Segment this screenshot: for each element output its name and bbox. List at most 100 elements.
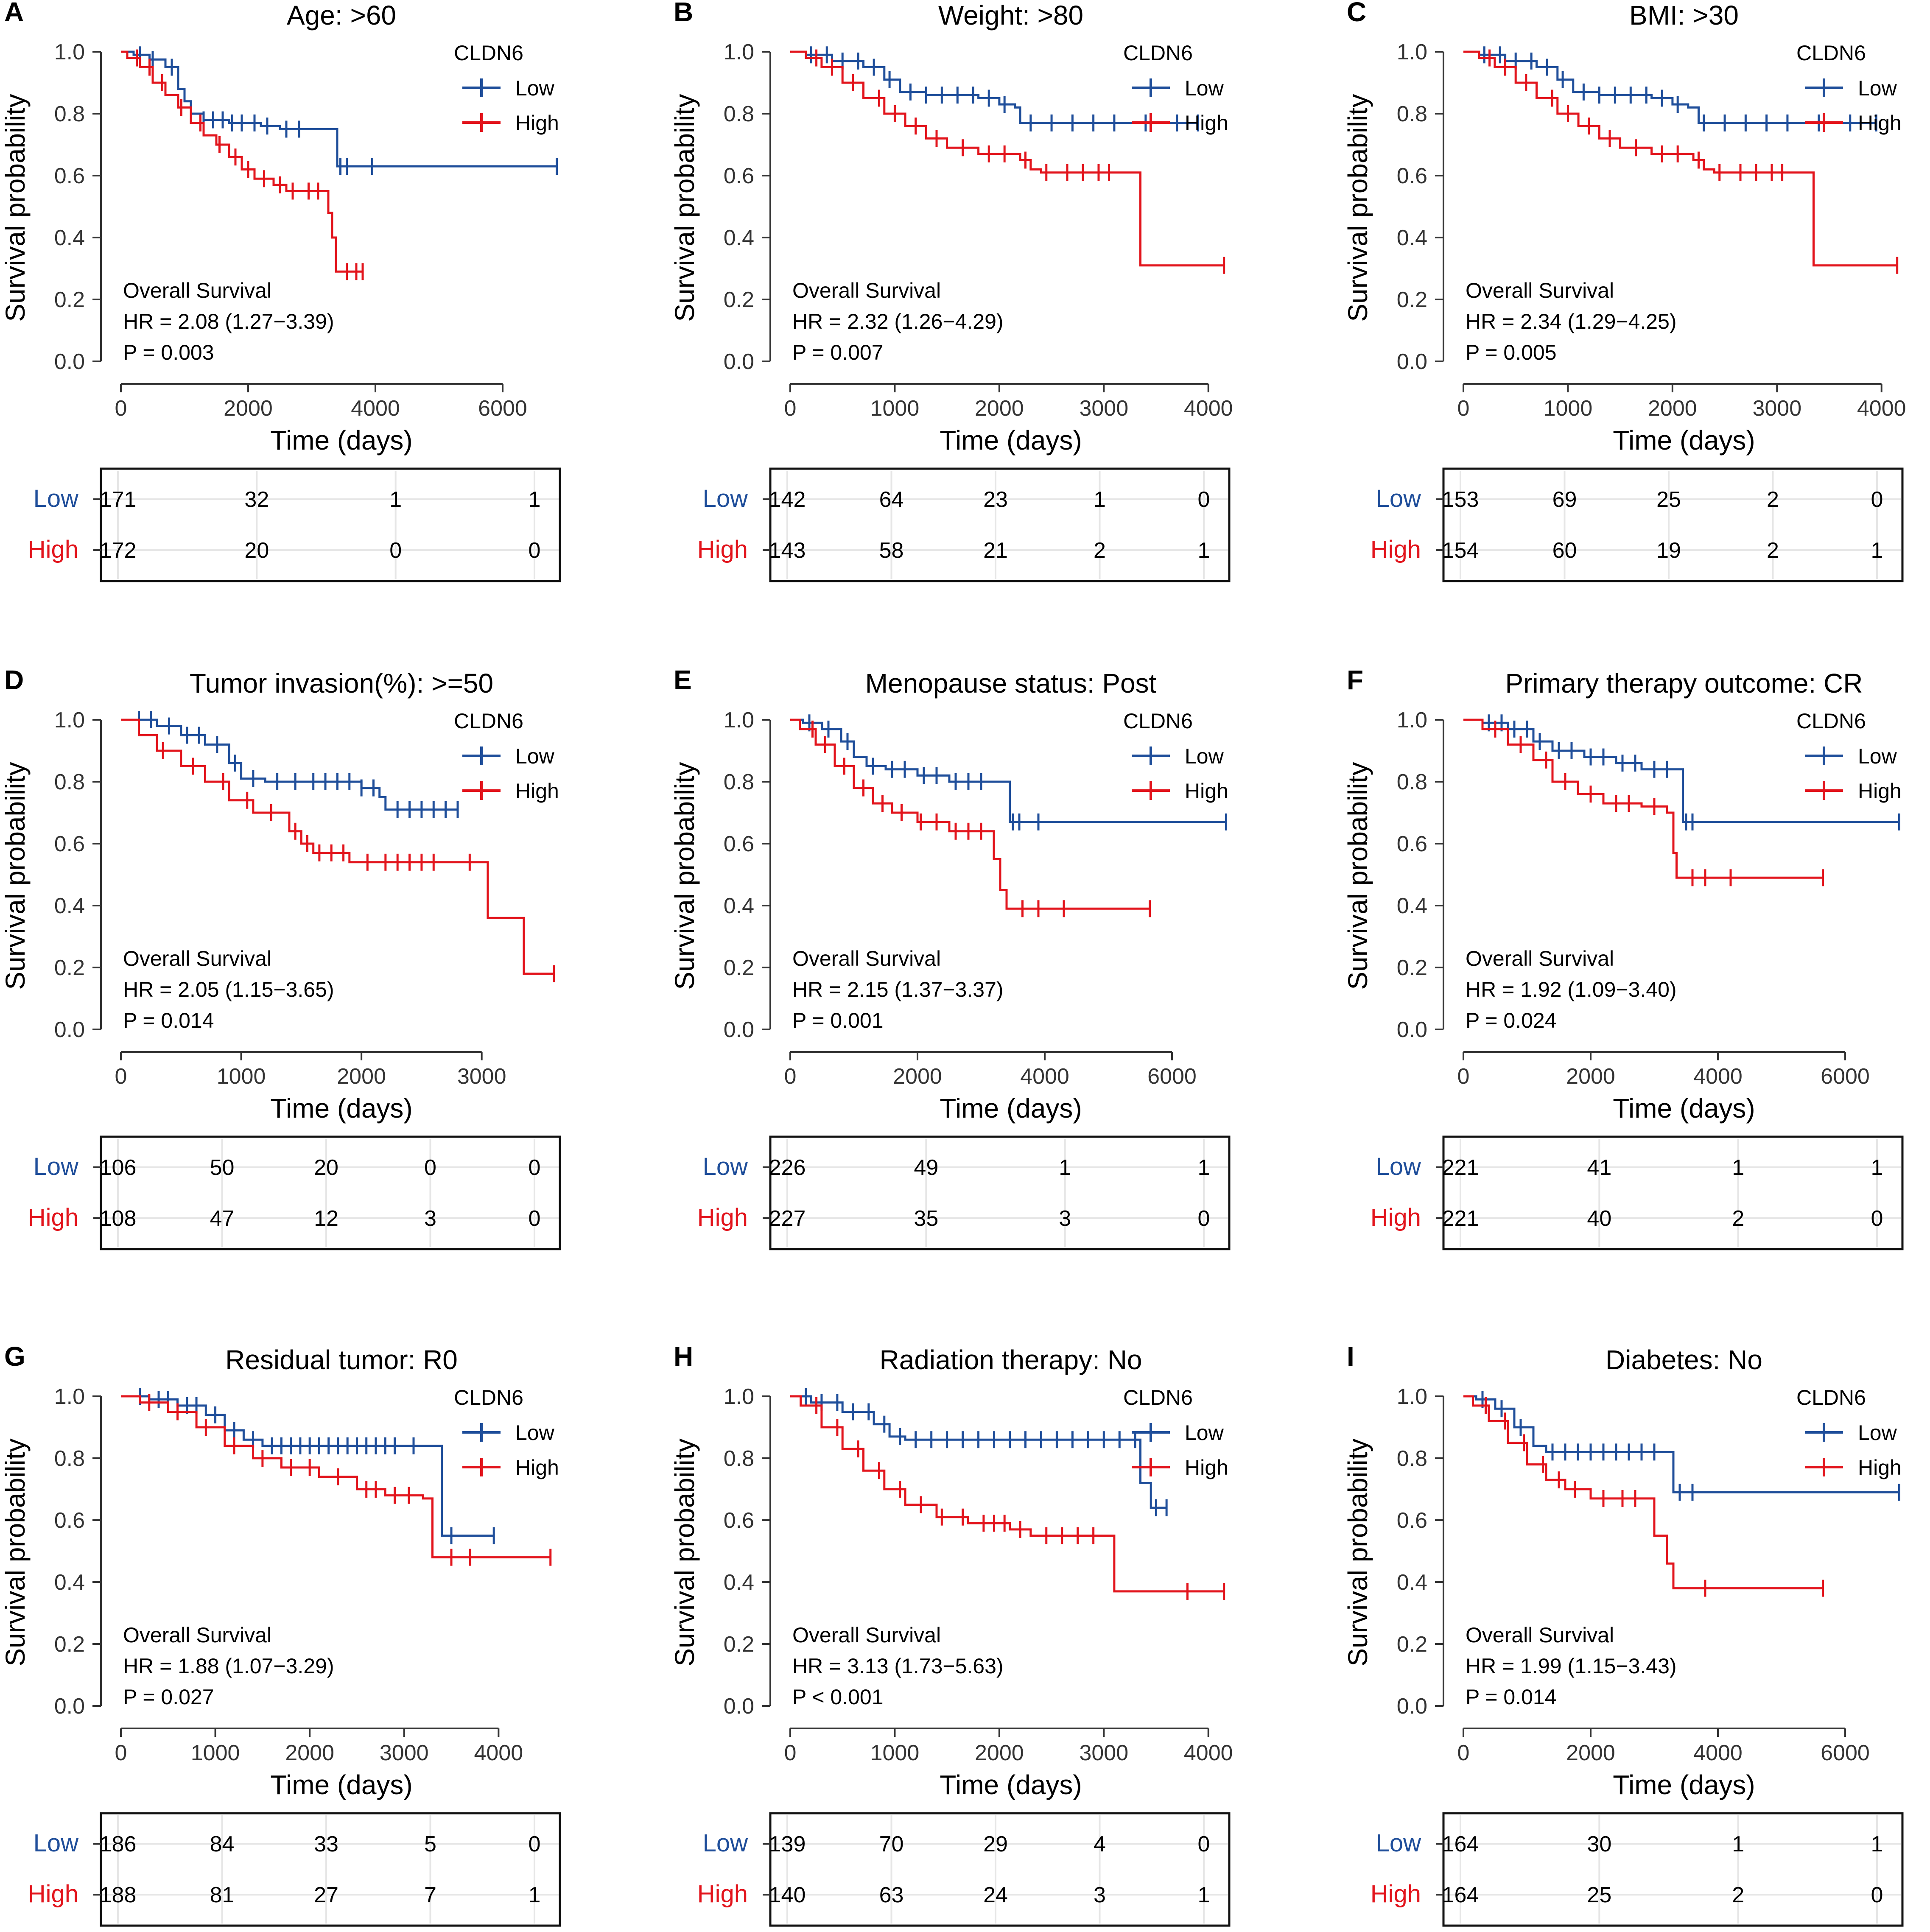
panel-F: F Primary therapy outcome: CR 0.0 0.2 0.4 0.6…	[1343, 665, 1904, 1250]
hr-text: HR = 2.05 (1.15−3.65)	[123, 978, 334, 1001]
y-tick-label: 0.6	[1397, 164, 1427, 188]
risk-count-low: 139	[769, 1832, 806, 1857]
risk-count-high: 27	[314, 1883, 338, 1907]
x-tick-label: 3000	[1752, 396, 1801, 421]
os-label: Overall Survival	[1466, 947, 1614, 970]
risk-count-low: 186	[100, 1832, 137, 1857]
legend-title: CLDN6	[1123, 1386, 1193, 1409]
x-tick-label: 1000	[217, 1064, 266, 1089]
curve-low	[121, 719, 458, 811]
p-value: P = 0.001	[792, 1009, 884, 1032]
y-tick-label: 0.6	[54, 164, 85, 188]
risk-count-low: 1	[1059, 1155, 1071, 1180]
y-tick-label: 0.8	[724, 102, 754, 126]
risk-count-high: 3	[424, 1206, 436, 1231]
risk-count-high: 2	[1732, 1206, 1744, 1231]
y-tick-label: 0.8	[724, 1446, 754, 1471]
y-tick-label: 0.4	[724, 894, 754, 918]
curve-low	[790, 719, 1226, 823]
x-tick-label: 2000	[1566, 1741, 1615, 1765]
curve-high	[121, 50, 363, 273]
risk-row-label-high: High	[28, 536, 78, 563]
x-tick-label: 0	[115, 1064, 127, 1089]
risk-row-label-low: Low	[1376, 1153, 1422, 1180]
x-axis-label: Time (days)	[1613, 1093, 1755, 1124]
y-tick-label: 1.0	[724, 708, 754, 733]
risk-count-low: 20	[314, 1155, 338, 1180]
y-tick-label: 0.8	[54, 102, 85, 126]
x-tick-label: 4000	[1857, 396, 1906, 421]
y-axis-label: Survival probability	[0, 762, 31, 990]
panel-title: Diabetes: No	[1606, 1345, 1762, 1375]
risk-count-low: 1	[1732, 1155, 1744, 1180]
legend-label-high: High	[515, 779, 559, 803]
risk-count-high: 227	[769, 1206, 806, 1231]
legend-label-low: Low	[1185, 1421, 1224, 1445]
risk-count-low: 142	[769, 487, 806, 512]
os-label: Overall Survival	[792, 947, 941, 970]
legend-label-low: Low	[1858, 744, 1897, 768]
risk-count-high: 0	[1871, 1206, 1883, 1231]
x-tick-label: 2000	[975, 396, 1024, 421]
y-tick-label: 0.2	[1397, 288, 1427, 312]
risk-count-low: 0	[529, 1155, 541, 1180]
y-tick-label: 0.4	[54, 226, 85, 250]
y-tick-label: 0.4	[54, 894, 85, 918]
x-tick-label: 0	[115, 1741, 127, 1765]
risk-count-low: 23	[983, 487, 1008, 512]
risk-count-low: 164	[1442, 1832, 1479, 1857]
x-tick-label: 2000	[1648, 396, 1697, 421]
risk-row-label-low: Low	[34, 1829, 79, 1857]
panel-letter: I	[1347, 1341, 1354, 1372]
y-tick-label: 0.0	[1397, 349, 1427, 374]
y-tick-label: 0.2	[54, 1632, 85, 1657]
risk-count-low: 50	[210, 1155, 235, 1180]
legend-title: CLDN6	[1796, 41, 1866, 65]
hr-text: HR = 2.08 (1.27−3.39)	[123, 310, 334, 333]
risk-count-high: 0	[1871, 1883, 1883, 1907]
x-tick-label: 0	[784, 396, 797, 421]
risk-table-frame	[100, 1812, 561, 1927]
y-tick-label: 0.4	[1397, 226, 1427, 250]
y-tick-label: 0.8	[1397, 1446, 1427, 1471]
legend-title: CLDN6	[1796, 1386, 1866, 1409]
y-tick-label: 1.0	[54, 40, 85, 64]
risk-count-high: 1	[1871, 538, 1883, 563]
y-tick-label: 0.4	[1397, 1570, 1427, 1595]
y-tick-label: 0.2	[1397, 1632, 1427, 1657]
os-label: Overall Survival	[1466, 1623, 1614, 1647]
x-tick-label: 4000	[1184, 1741, 1233, 1765]
risk-count-high: 164	[1442, 1883, 1479, 1907]
curve-low	[121, 50, 557, 168]
risk-count-high: 21	[983, 538, 1008, 563]
risk-count-low: 0	[1198, 1832, 1210, 1857]
risk-count-low: 1	[389, 487, 402, 512]
hr-text: HR = 1.92 (1.09−3.40)	[1466, 978, 1677, 1001]
legend-label-high: High	[515, 111, 559, 135]
risk-count-high: 154	[1442, 538, 1479, 563]
curve-low	[790, 50, 1198, 124]
p-value: P = 0.027	[123, 1685, 214, 1709]
risk-count-low: 1	[1871, 1155, 1883, 1180]
y-tick-label: 0.0	[1397, 1694, 1427, 1719]
x-tick-label: 1000	[191, 1741, 240, 1765]
p-value: P = 0.005	[1466, 341, 1557, 364]
panel-letter: E	[674, 665, 692, 695]
legend-title: CLDN6	[454, 709, 523, 733]
hr-text: HR = 3.13 (1.73−5.63)	[792, 1654, 1004, 1678]
risk-count-high: 0	[389, 538, 402, 563]
legend-label-high: High	[1858, 779, 1902, 803]
risk-count-low: 1	[529, 487, 541, 512]
risk-count-high: 81	[210, 1883, 235, 1907]
p-value: P = 0.007	[792, 341, 884, 364]
risk-table-frame	[100, 1135, 561, 1250]
x-tick-label: 6000	[478, 396, 527, 421]
risk-count-high: 0	[529, 538, 541, 563]
y-tick-label: 0.0	[724, 1018, 754, 1042]
legend-label-high: High	[515, 1456, 559, 1479]
risk-count-high: 3	[1094, 1883, 1106, 1907]
x-tick-label: 2000	[285, 1741, 334, 1765]
curve-low	[1463, 1395, 1899, 1493]
risk-count-low: 153	[1442, 487, 1479, 512]
